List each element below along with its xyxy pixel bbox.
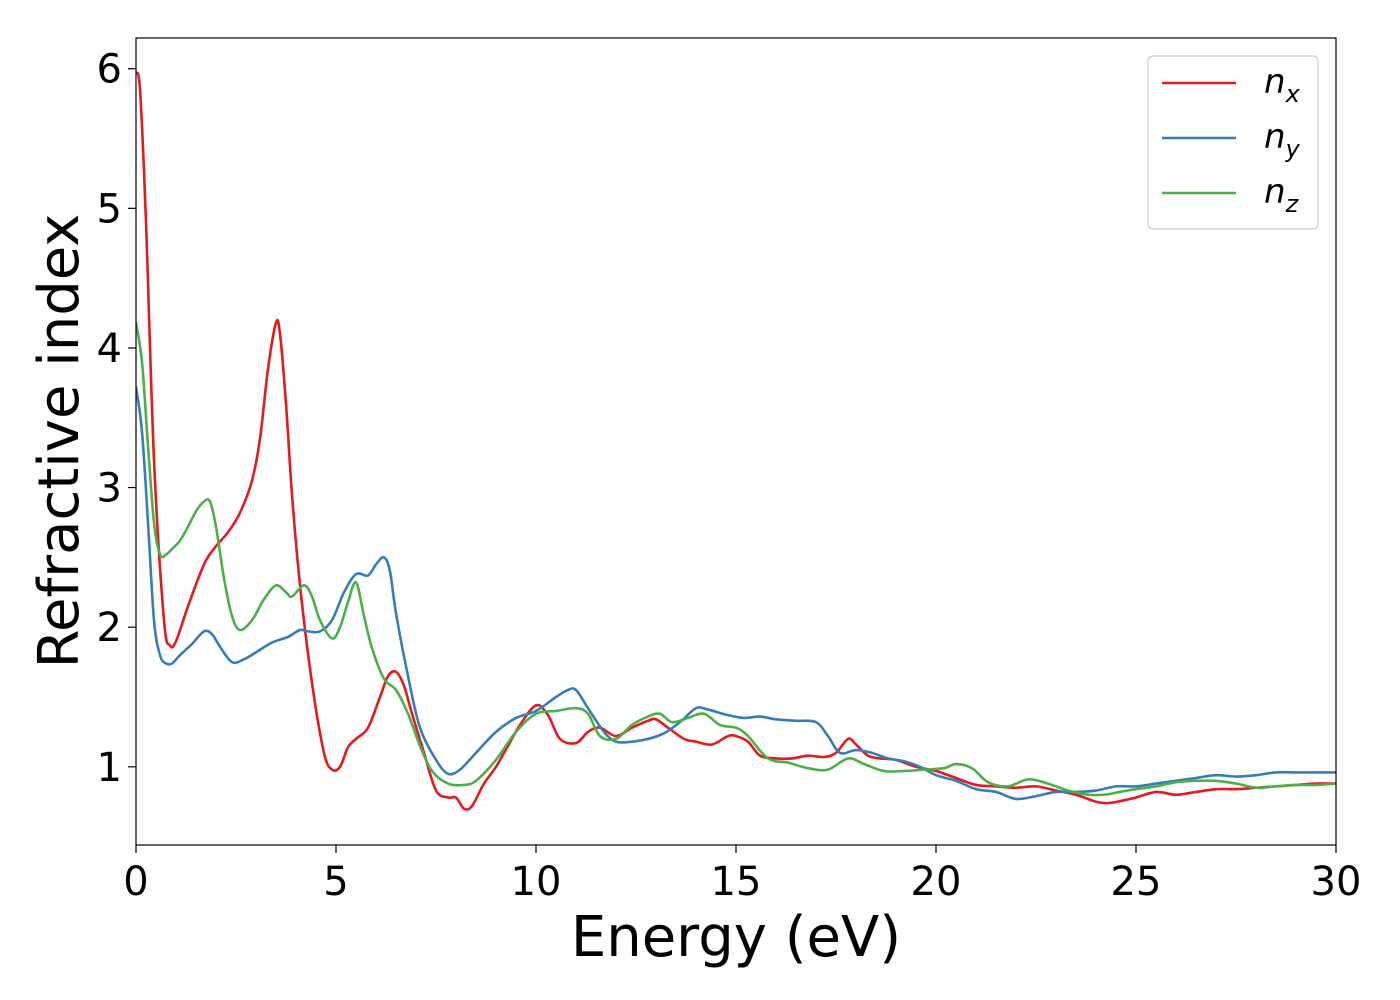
- series-line-ny: [136, 385, 1336, 801]
- x-tick-label: 5: [323, 859, 348, 905]
- x-axis-label: Energy (eV): [571, 905, 901, 970]
- series-line-nx: [136, 71, 1336, 811]
- series-layer: [136, 71, 1336, 811]
- y-tick-label: 5: [97, 186, 122, 232]
- x-tick-label: 10: [511, 859, 562, 905]
- y-tick-label: 2: [97, 605, 122, 651]
- legend-box: [1147, 55, 1319, 230]
- legend-subscript: x: [1285, 80, 1301, 108]
- x-tick-label: 0: [123, 859, 148, 905]
- y-axis-label: Refractive index: [27, 214, 92, 669]
- legend-subscript: z: [1285, 190, 1300, 218]
- y-tick-label: 4: [97, 326, 122, 372]
- y-tick-label: 1: [97, 745, 122, 791]
- y-tick-label: 6: [97, 47, 122, 93]
- y-axis-ticks: 1 2 3 4 5 6: [97, 47, 136, 791]
- x-tick-label: 20: [911, 859, 962, 905]
- x-axis-ticks: 0 5 10 15 20 25 30: [123, 845, 1361, 905]
- x-tick-label: 15: [711, 859, 762, 905]
- x-tick-label: 25: [1111, 859, 1162, 905]
- series-line-nz: [136, 321, 1336, 797]
- y-tick-label: 3: [97, 466, 122, 512]
- x-tick-label: 30: [1311, 859, 1362, 905]
- legend-subscript: y: [1285, 135, 1301, 163]
